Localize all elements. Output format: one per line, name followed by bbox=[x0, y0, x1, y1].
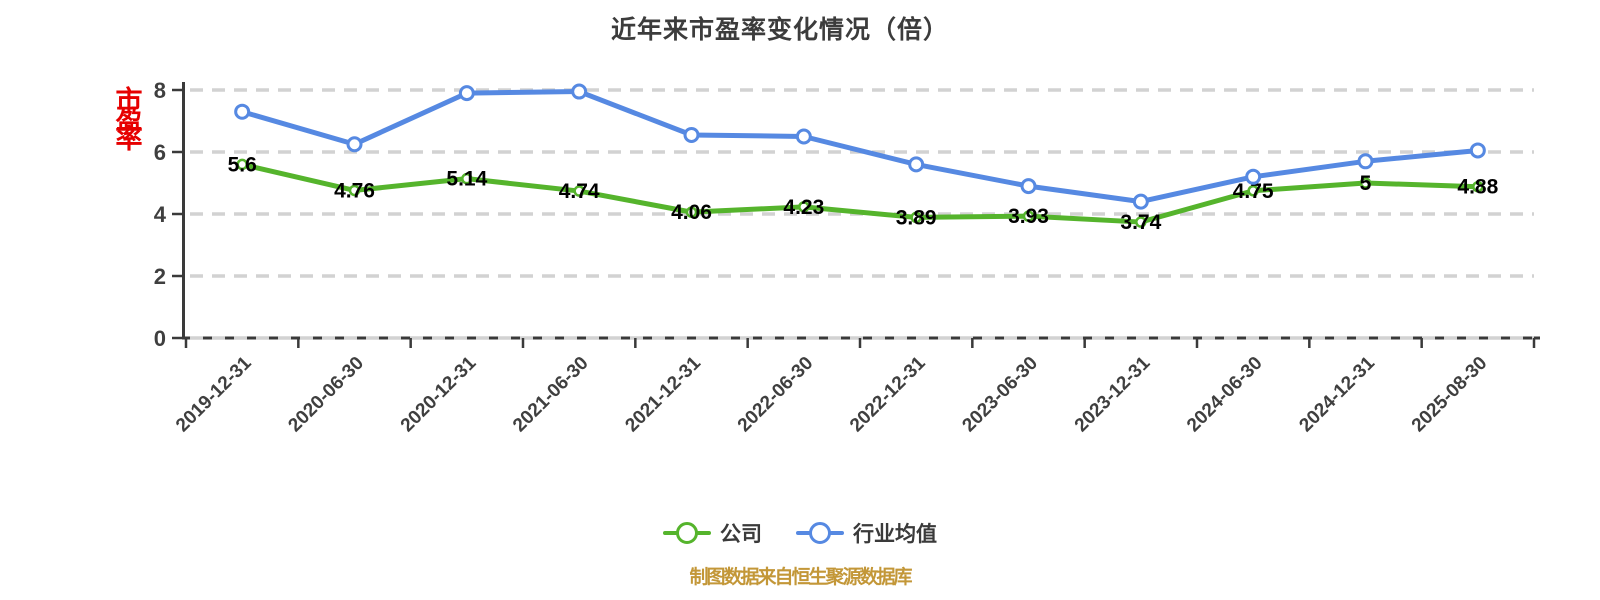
x-tick-label: 2019-12-31 bbox=[172, 352, 256, 436]
x-tick-label: 2022-12-31 bbox=[846, 352, 930, 436]
data-point-label: 4.76 bbox=[334, 179, 375, 202]
data-point-marker bbox=[1132, 193, 1149, 210]
company-series-marker-icon bbox=[663, 522, 711, 544]
y-tick-label: 8 bbox=[154, 78, 166, 103]
x-tick-label: 2024-06-30 bbox=[1183, 353, 1267, 437]
y-axis-unit-label: 市盈率 bbox=[115, 86, 143, 154]
data-point-marker bbox=[1135, 216, 1147, 228]
data-point-label: 5 bbox=[1360, 172, 1372, 195]
data-point-marker bbox=[1020, 178, 1037, 195]
data-point-marker bbox=[685, 206, 698, 218]
data-point-label: 5.6 bbox=[228, 153, 257, 176]
industry-series-marker-icon bbox=[796, 522, 844, 544]
legend-item-company[interactable]: 公司 bbox=[663, 518, 762, 548]
y-tick-label: 2 bbox=[154, 264, 166, 289]
data-point-marker bbox=[346, 136, 363, 153]
data-point-marker bbox=[1247, 185, 1259, 197]
data-point-marker bbox=[571, 83, 588, 100]
data-point-marker bbox=[908, 156, 925, 173]
x-tick-label: 2020-12-31 bbox=[397, 352, 481, 436]
data-point-marker bbox=[1359, 177, 1372, 189]
y-tick-label: 4 bbox=[154, 202, 167, 227]
data-point-marker bbox=[795, 128, 812, 145]
x-tick-label: 2023-06-30 bbox=[958, 353, 1042, 437]
y-tick-label: 0 bbox=[154, 326, 166, 351]
data-point-marker bbox=[573, 185, 585, 197]
data-point-marker bbox=[683, 126, 700, 143]
x-axis-labels: 2019-12-31 2020-06-30 2020-12-31 2021-06-30… bbox=[172, 352, 1491, 436]
data-point-marker bbox=[1472, 180, 1484, 193]
y-axis-ticks: 0 2 4 6 8 bbox=[154, 78, 183, 351]
y-tick-label: 6 bbox=[154, 140, 166, 165]
series-line bbox=[239, 161, 1481, 225]
x-tick-label: 2020-06-30 bbox=[284, 353, 368, 437]
data-point-label: 4.88 bbox=[1457, 176, 1498, 199]
data-point-marker bbox=[1022, 210, 1035, 222]
data-point-marker bbox=[1357, 153, 1374, 170]
series-line bbox=[239, 89, 1481, 205]
data-point-label: 3.93 bbox=[1008, 205, 1049, 228]
data-point-label: 3.74 bbox=[1120, 211, 1161, 234]
legend-label-industry: 行业均值 bbox=[853, 523, 937, 546]
x-tick-label: 2022-06-30 bbox=[734, 353, 818, 437]
x-tick-label: 2025-08-30 bbox=[1408, 353, 1492, 437]
data-point-marker bbox=[458, 85, 475, 102]
x-tick-label: 2021-12-31 bbox=[621, 352, 705, 436]
legend: 公司 行业均值 bbox=[0, 518, 1600, 548]
data-point-marker bbox=[1245, 168, 1262, 185]
x-tick-label: 2024-12-31 bbox=[1295, 352, 1379, 436]
legend-item-industry[interactable]: 行业均值 bbox=[796, 518, 937, 548]
data-point-label: 3.89 bbox=[896, 206, 937, 229]
data-point-label: 4.06 bbox=[671, 201, 712, 224]
data-point-marker bbox=[234, 103, 251, 120]
data-point-marker bbox=[798, 201, 810, 213]
data-point-marker bbox=[1469, 142, 1486, 159]
x-tick-label: 2021-06-30 bbox=[509, 353, 593, 437]
data-source-note: 制图数据来自恒生聚源数据库 bbox=[689, 567, 912, 588]
data-point-marker bbox=[348, 184, 361, 197]
data-point-marker bbox=[910, 211, 922, 224]
data-point-label: 4.74 bbox=[559, 180, 600, 203]
legend-label-company: 公司 bbox=[720, 523, 762, 546]
series-company: 5.6 4.76 5.14 4.74 4.06 4.23 3.89 3.93 3.74 4.75 5… bbox=[228, 153, 1499, 234]
data-point-marker bbox=[236, 158, 248, 171]
data-point-marker bbox=[461, 172, 473, 185]
data-point-label: 5.14 bbox=[446, 168, 487, 191]
data-point-label: 4.23 bbox=[783, 196, 824, 219]
data-point-label: 4.75 bbox=[1233, 180, 1274, 203]
series-industry bbox=[234, 83, 1486, 210]
x-axis-ticks bbox=[184, 338, 1536, 348]
x-tick-label: 2023-12-31 bbox=[1071, 352, 1155, 436]
chart-title: 近年来市盈率变化情况（倍） bbox=[610, 16, 949, 44]
